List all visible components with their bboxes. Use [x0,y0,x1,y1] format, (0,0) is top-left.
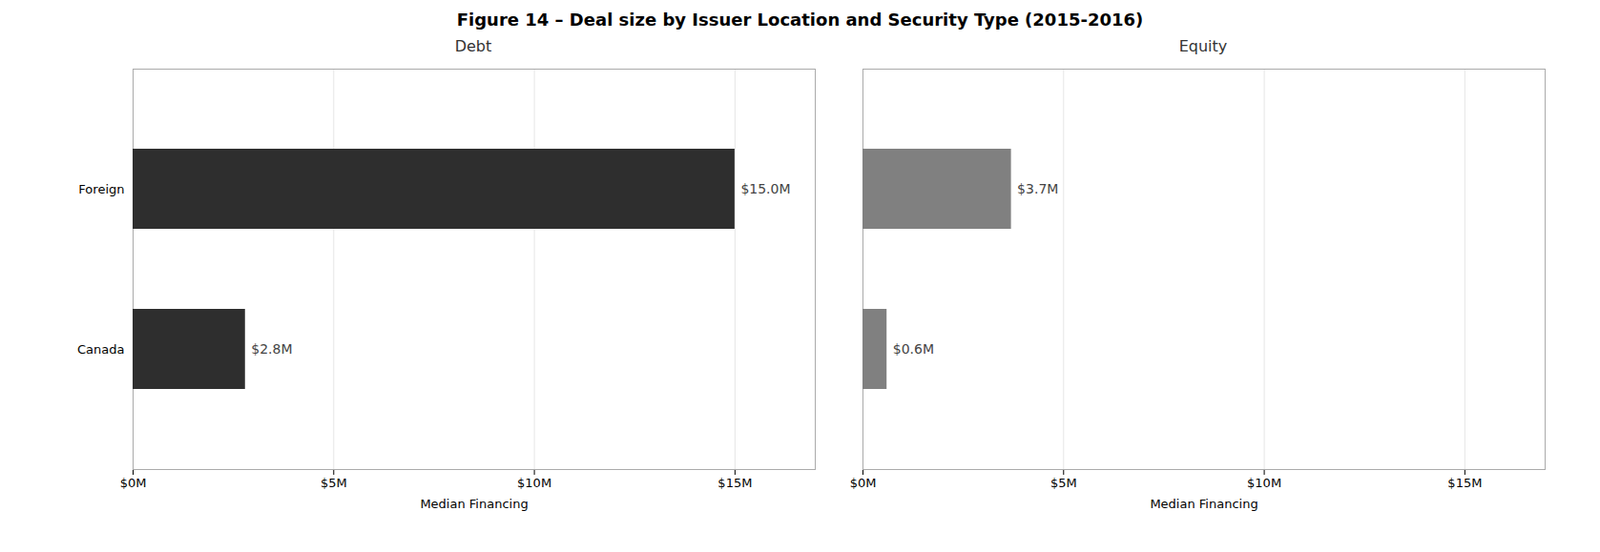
svg-text:$0.6M: $0.6M [892,341,934,357]
svg-text:Median Financing: Median Financing [1149,497,1258,512]
html-text:Equity: Equity [1178,37,1228,56]
svg-text:$5M: $5M [1049,476,1077,491]
svg-text:$3.7M: $3.7M [1017,181,1059,197]
svg-text:$15M: $15M [717,476,752,491]
svg-text:Foreign: Foreign [78,182,125,197]
html-text:Figure 14 – Deal size by Issue: Figure 14 – Deal size by Issuer Location… [456,9,1144,30]
html-text:Debt: Debt [454,37,492,56]
svg-text:$0M: $0M [849,476,876,491]
svg-text:$10M: $10M [1246,476,1282,491]
svg-text:Median Financing: Median Financing [419,497,528,512]
svg-text:$15.0M: $15.0M [740,181,790,197]
svg-text:Canada: Canada [77,342,125,357]
svg-text:$0M: $0M [119,476,146,491]
svg-text:$10M: $10M [517,476,552,491]
svg-text:$2.8M: $2.8M [250,341,292,357]
svg-text:$15M: $15M [1447,476,1482,491]
svg-text:$5M: $5M [319,476,347,491]
